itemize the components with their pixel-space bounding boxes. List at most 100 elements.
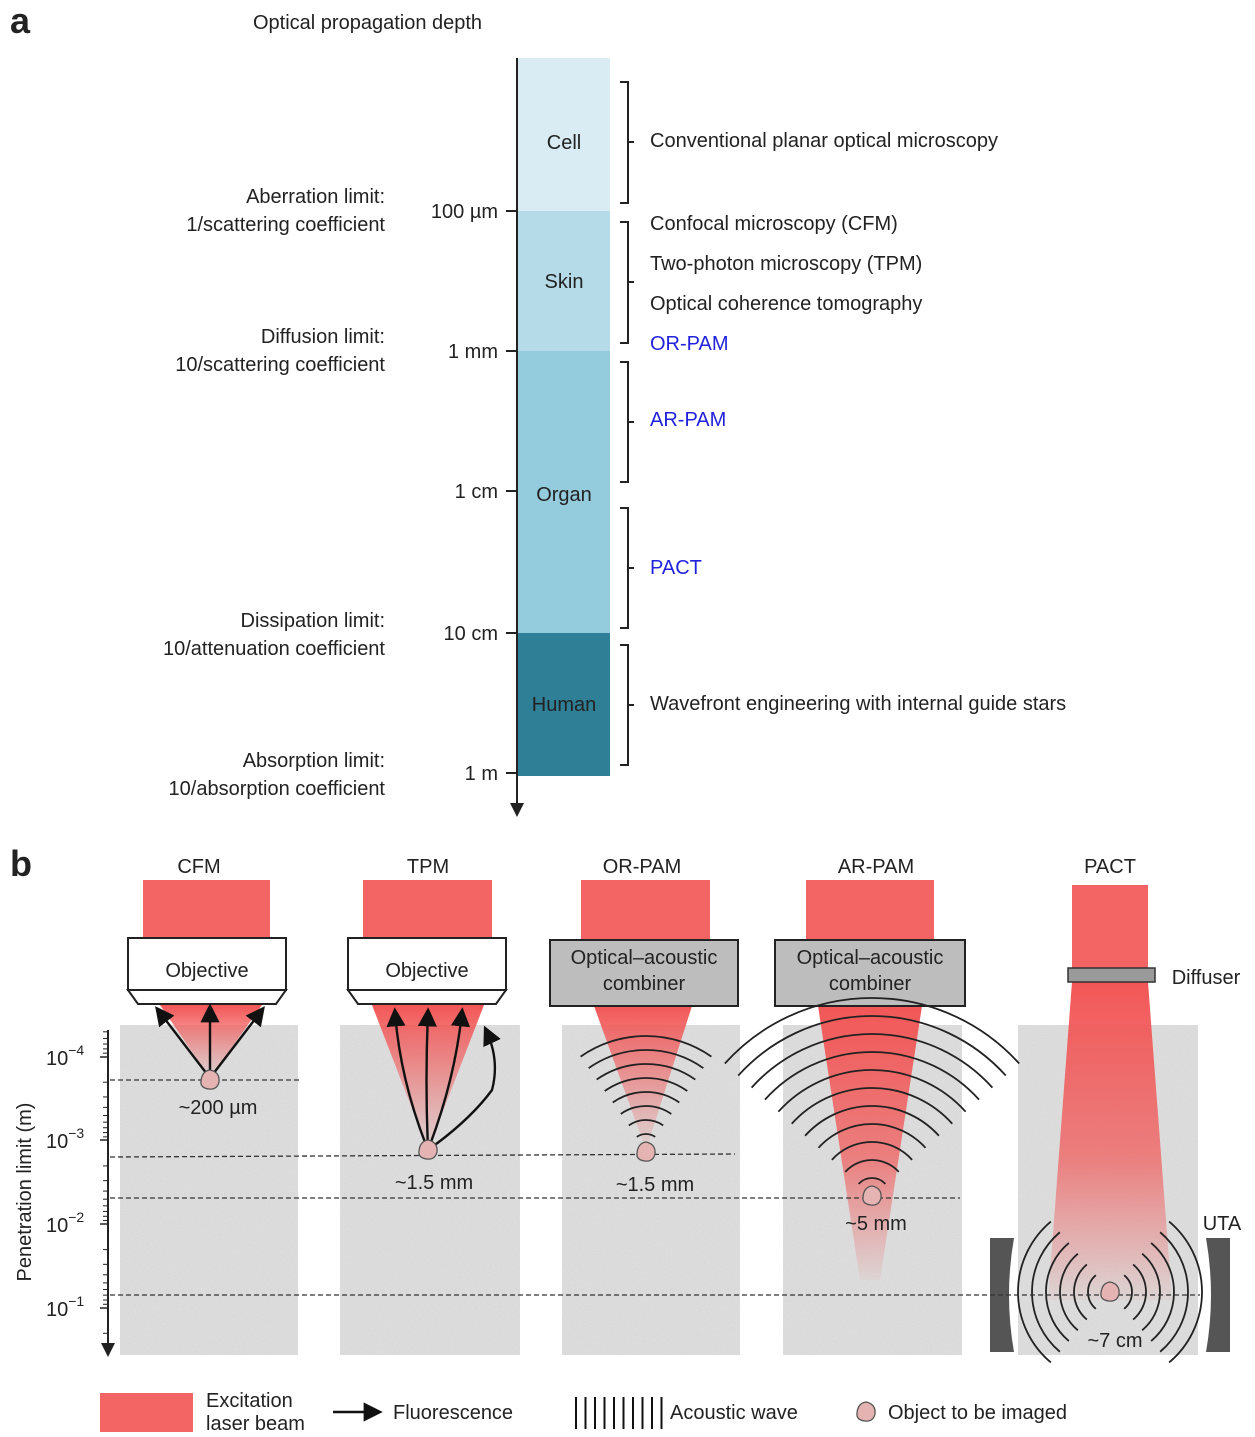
acoustic-wave	[1132, 1263, 1147, 1321]
method: Wavefront engineering with internal guid…	[650, 693, 1066, 715]
column-title: OR-PAM	[603, 856, 682, 878]
limit-name: Absorption limit:	[243, 750, 385, 772]
method: Confocal microscopy (CFM)	[650, 213, 898, 235]
y-tick-label: 10−4	[46, 1042, 84, 1070]
laser-beam	[143, 880, 1172, 1300]
acoustic-wave	[724, 997, 1020, 1065]
limit-name: Dissipation limit:	[241, 610, 385, 632]
depth-label: 1 mm	[448, 341, 498, 363]
acoustic-wave	[844, 1159, 900, 1173]
zone-label: Skin	[545, 271, 584, 293]
acoustic-wave	[777, 1069, 967, 1113]
device-label: Objective	[165, 960, 248, 982]
zone	[518, 58, 610, 211]
acoustic-wave	[1150, 1242, 1175, 1342]
axis-title: Optical propagation depth	[253, 12, 482, 34]
depth-label: 1 cm	[455, 481, 498, 503]
device-label: Optical–acoustic	[797, 947, 944, 969]
acoustic-wave	[580, 1035, 712, 1058]
legend-label: Object to be imaged	[888, 1402, 1067, 1424]
depth-label: ~1.5 mm	[616, 1174, 694, 1196]
object	[200, 1069, 1120, 1302]
device-label: combiner	[829, 973, 912, 995]
acoustic-wave	[804, 1105, 940, 1137]
zone-label: Organ	[536, 484, 592, 506]
tick-base: 10	[46, 1215, 68, 1237]
column-title: TPM	[407, 856, 449, 878]
device-label: Optical–acoustic	[571, 947, 718, 969]
diffuser	[1067, 967, 1156, 983]
y-tick-label: 10−2	[46, 1209, 84, 1237]
acoustic-wave	[1045, 1242, 1070, 1342]
device-label: Diffuser	[1172, 967, 1241, 989]
depth-label: ~7 cm	[1087, 1330, 1142, 1352]
acoustic-wave	[750, 1033, 994, 1089]
acoustic-wave	[831, 1141, 913, 1161]
acoustic-wave	[628, 1119, 664, 1127]
legend-label: laser beam	[206, 1413, 305, 1435]
method: Optical coherence tomography	[650, 293, 922, 315]
legend-swatch	[575, 1397, 663, 1429]
panel-label: b	[10, 843, 32, 884]
depth-label: ~5 mm	[845, 1213, 907, 1235]
acoustic-wave	[612, 1091, 680, 1104]
zone	[518, 211, 610, 351]
legend-swatch	[100, 1393, 193, 1432]
depth-label: 1 m	[465, 763, 498, 785]
acoustic-wave	[1031, 1231, 1061, 1353]
transducer-label: UTA	[1203, 1213, 1242, 1235]
acoustic-wave	[1073, 1263, 1088, 1321]
fluorescence	[155, 1003, 501, 1151]
device-label: Objective	[385, 960, 468, 982]
zone-label: Human	[532, 694, 596, 716]
depth-label: ~1.5 mm	[395, 1172, 473, 1194]
tick-exp: −2	[68, 1209, 84, 1225]
limit-formula: 10/scattering coefficient	[175, 354, 385, 376]
acoustic-wave	[817, 1123, 927, 1149]
zone	[518, 633, 610, 776]
combiner	[549, 939, 966, 1007]
column-title: PACT	[1084, 856, 1136, 878]
acoustic-wave	[1159, 1231, 1189, 1353]
legend-swatch	[856, 1401, 876, 1422]
method: AR-PAM	[650, 409, 726, 431]
limit-formula: 10/absorption coefficient	[169, 778, 386, 800]
axis-arrow	[510, 803, 524, 817]
legend-label: Acoustic wave	[670, 1402, 798, 1424]
method: Conventional planar optical microscopy	[650, 130, 998, 152]
tick-exp: −4	[68, 1042, 84, 1058]
acoustic-wave	[620, 1105, 672, 1115]
tick-base: 10	[46, 1299, 68, 1321]
zone	[518, 351, 610, 633]
tick-base: 10	[46, 1131, 68, 1153]
brackets	[620, 81, 634, 766]
column-title: CFM	[177, 856, 220, 878]
method: Two-photon microscopy (TPM)	[650, 253, 922, 275]
limit-name: Aberration limit:	[246, 186, 385, 208]
acoustic-wave	[596, 1063, 696, 1081]
acoustic-wave	[737, 1015, 1007, 1077]
objective	[126, 937, 508, 1005]
method: OR-PAM	[650, 333, 729, 355]
tick-exp: −1	[68, 1293, 84, 1309]
axis-arrow	[101, 1343, 115, 1357]
acoustic-wave	[604, 1077, 688, 1092]
acoustic-wave	[1017, 1220, 1052, 1364]
depth-label: 100 µm	[431, 201, 498, 223]
legend-label: Excitation	[206, 1390, 293, 1412]
y-tick-label: 10−1	[46, 1293, 84, 1321]
device-label: combiner	[603, 973, 686, 995]
depth-label: ~200 µm	[179, 1097, 258, 1119]
acoustic-wave	[1087, 1274, 1097, 1310]
acoustic-wave	[791, 1087, 953, 1125]
legend-label: Fluorescence	[393, 1402, 513, 1424]
acoustic-wave	[588, 1049, 704, 1069]
panel-label: a	[10, 0, 31, 41]
limit-formula: 1/scattering coefficient	[186, 214, 385, 236]
acoustic-wave	[1123, 1274, 1133, 1310]
y-tick-label: 10−3	[46, 1125, 84, 1153]
depth-label: 10 cm	[444, 623, 498, 645]
tick-base: 10	[46, 1048, 68, 1070]
acoustic-wave	[857, 1177, 887, 1185]
